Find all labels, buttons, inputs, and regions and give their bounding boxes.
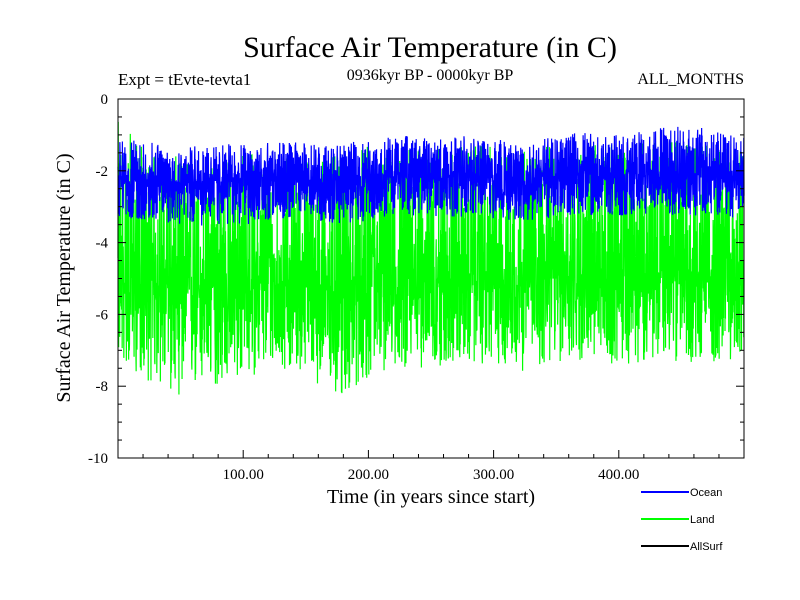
x-axis-label: Time (in years since start) [327, 486, 535, 508]
y-tick-label: -6 [96, 307, 109, 323]
y-tick-label: 0 [101, 92, 109, 108]
experiment-label: Expt = tEvte-tevta1 [118, 70, 251, 89]
x-tick-label: 100.00 [223, 467, 264, 483]
legend-label-ocean: Ocean [690, 487, 722, 499]
axes: 100.00 200.00 300.00 400.00 0 -2 -4 -6 -8 -10 [88, 92, 744, 483]
y-tick-label: -4 [96, 236, 109, 252]
x-tick-label: 300.00 [473, 467, 514, 483]
series-line-land [117, 121, 745, 395]
period-label: 0936kyr BP - 0000kyr BP [347, 67, 514, 84]
chart-title: Surface Air Temperature (in C) [243, 31, 617, 64]
x-tick-label: 400.00 [598, 467, 639, 483]
y-tick-label: -10 [88, 451, 108, 467]
plot-area [117, 121, 745, 395]
y-axis-label: Surface Air Temperature (in C) [53, 153, 75, 402]
months-label: ALL_MONTHS [637, 71, 744, 88]
x-tick-label: 200.00 [348, 467, 389, 483]
y-tick-label: -8 [96, 379, 109, 395]
legend: Ocean Land AllSurf [641, 487, 723, 553]
legend-label-allsurf: AllSurf [690, 541, 723, 553]
y-tick-label: -2 [96, 164, 109, 180]
series-line-ocean [117, 126, 745, 226]
legend-label-land: Land [690, 514, 714, 526]
